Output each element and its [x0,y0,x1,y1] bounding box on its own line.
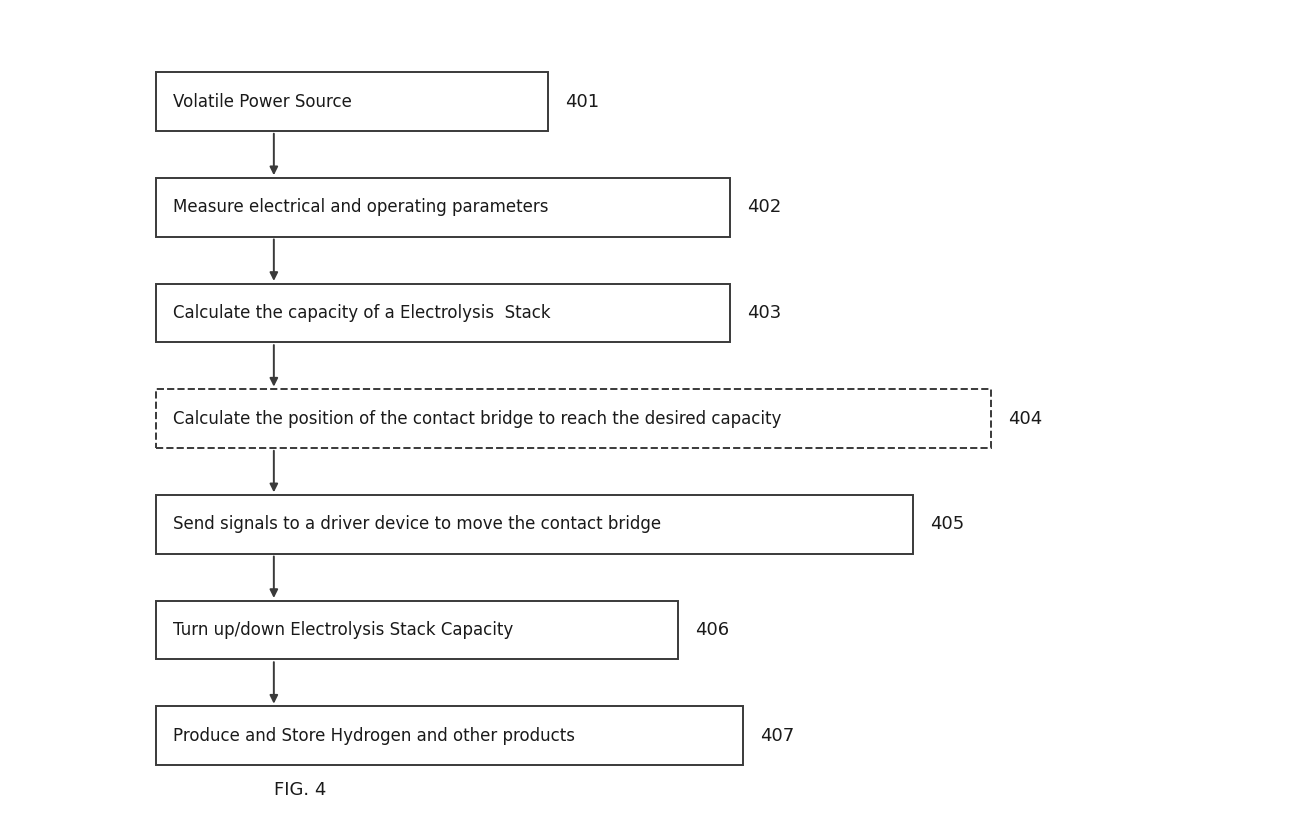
Text: Turn up/down Electrolysis Stack Capacity: Turn up/down Electrolysis Stack Capacity [173,621,514,639]
Text: Measure electrical and operating parameters: Measure electrical and operating paramet… [173,198,549,216]
Text: Produce and Store Hydrogen and other products: Produce and Store Hydrogen and other pro… [173,727,575,745]
FancyBboxPatch shape [156,601,678,659]
Text: 403: 403 [747,304,781,322]
Text: Calculate the position of the contact bridge to reach the desired capacity: Calculate the position of the contact br… [173,410,782,428]
FancyBboxPatch shape [156,284,730,342]
Text: 404: 404 [1008,410,1042,428]
Text: Volatile Power Source: Volatile Power Source [173,93,352,111]
Text: Calculate the capacity of a Electrolysis  Stack: Calculate the capacity of a Electrolysis… [173,304,552,322]
Text: Send signals to a driver device to move the contact bridge: Send signals to a driver device to move … [173,515,661,533]
Text: 405: 405 [930,515,964,533]
Text: FIG. 4: FIG. 4 [274,781,326,799]
FancyBboxPatch shape [156,389,991,448]
Text: 402: 402 [747,198,781,216]
FancyBboxPatch shape [156,178,730,237]
Text: 407: 407 [760,727,794,745]
FancyBboxPatch shape [156,72,548,131]
FancyBboxPatch shape [156,706,743,765]
Text: 406: 406 [695,621,729,639]
Text: 401: 401 [565,93,599,111]
FancyBboxPatch shape [156,495,913,554]
